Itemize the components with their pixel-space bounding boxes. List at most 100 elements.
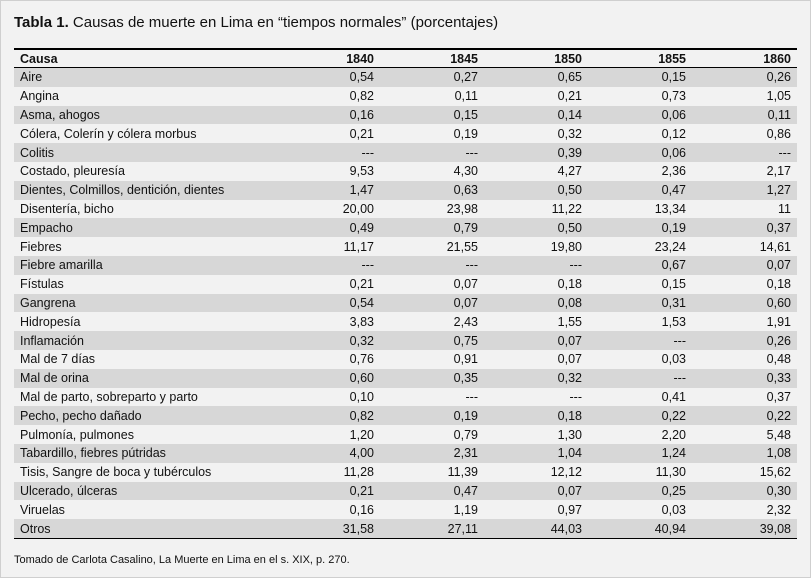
table-row: Mal de orina 0,60 0,35 0,32 --- 0,33 bbox=[14, 368, 797, 388]
percentage-cell: 0,91 bbox=[380, 349, 484, 369]
percentage-cell: 12,12 bbox=[484, 462, 588, 482]
cause-cell: Disentería, bicho bbox=[14, 199, 276, 219]
percentage-cell: 1,30 bbox=[484, 425, 588, 444]
percentage-cell: 0,16 bbox=[276, 105, 380, 125]
table-row: Otros 31,58 27,11 44,03 40,94 39,08 bbox=[14, 519, 797, 539]
cause-cell: Pulmonía, pulmones bbox=[14, 425, 276, 444]
percentage-cell: 0,41 bbox=[588, 387, 692, 407]
percentage-cell: 0,22 bbox=[692, 406, 797, 426]
percentage-cell: 1,91 bbox=[692, 312, 797, 332]
table-title: Tabla 1. Causas de muerte en Lima en “ti… bbox=[14, 14, 498, 32]
percentage-cell: 1,24 bbox=[588, 443, 692, 463]
percentage-cell: 0,26 bbox=[692, 331, 797, 350]
cause-cell: Tabardillo, fiebres pútridas bbox=[14, 443, 276, 463]
percentage-cell: 2,36 bbox=[588, 161, 692, 181]
percentage-cell: 0,35 bbox=[380, 368, 484, 388]
percentage-cell: 0,07 bbox=[380, 293, 484, 313]
percentage-cell: 4,27 bbox=[484, 161, 588, 181]
percentage-cell: 0,75 bbox=[380, 331, 484, 350]
percentage-cell: 0,65 bbox=[484, 67, 588, 87]
cause-cell: Mal de orina bbox=[14, 368, 276, 388]
percentage-cell: 0,22 bbox=[588, 406, 692, 426]
table-row: Fístulas 0,21 0,07 0,18 0,15 0,18 bbox=[14, 274, 797, 294]
table-header-row: Causa 1840 1845 1850 1855 1860 bbox=[14, 49, 797, 68]
table-row: Pecho, pecho dañado 0,82 0,19 0,18 0,22 0,22 bbox=[14, 406, 797, 426]
percentage-cell: 0,07 bbox=[484, 331, 588, 350]
percentage-cell: 0,12 bbox=[588, 124, 692, 144]
percentage-cell: 0,15 bbox=[588, 67, 692, 87]
percentage-cell: 0,10 bbox=[276, 387, 380, 407]
cause-cell: Pecho, pecho dañado bbox=[14, 406, 276, 426]
column-header-year: 1840 bbox=[346, 51, 374, 66]
table-row: Viruelas 0,16 1,19 0,97 0,03 2,32 bbox=[14, 500, 797, 520]
table-row: Cólera, Colerín y cólera morbus 0,21 0,19 0… bbox=[14, 124, 797, 144]
percentage-cell: --- bbox=[276, 143, 380, 162]
percentage-cell: 1,27 bbox=[692, 180, 797, 200]
cause-cell: Tisis, Sangre de boca y tubérculos bbox=[14, 462, 276, 482]
table-row: Costado, pleuresía 9,53 4,30 4,27 2,36 2,17 bbox=[14, 161, 797, 181]
percentage-cell: 0,06 bbox=[588, 143, 692, 162]
percentage-cell: 1,05 bbox=[692, 86, 797, 106]
percentage-cell: 14,61 bbox=[692, 237, 797, 256]
percentage-cell: 1,53 bbox=[588, 312, 692, 332]
cause-cell: Otros bbox=[14, 519, 276, 539]
percentage-cell: 2,43 bbox=[380, 312, 484, 332]
table-row: Colitis --- --- 0,39 0,06 --- bbox=[14, 143, 797, 162]
cause-cell: Fiebre amarilla bbox=[14, 255, 276, 275]
percentage-cell: 5,48 bbox=[692, 425, 797, 444]
percentage-cell: 27,11 bbox=[380, 519, 484, 539]
percentage-cell: 0,07 bbox=[484, 481, 588, 501]
percentage-cell: 0,32 bbox=[484, 124, 588, 144]
percentage-cell: 11,30 bbox=[588, 462, 692, 482]
percentage-cell: 0,06 bbox=[588, 105, 692, 125]
percentage-cell: 0,18 bbox=[484, 274, 588, 294]
percentage-cell: 13,34 bbox=[588, 199, 692, 219]
percentage-cell: 0,79 bbox=[380, 425, 484, 444]
percentage-cell: 0,21 bbox=[276, 274, 380, 294]
percentage-cell: 0,03 bbox=[588, 500, 692, 520]
table-row: Disentería, bicho 20,00 23,98 11,22 13,34 11 bbox=[14, 199, 797, 219]
percentage-cell: 0,30 bbox=[692, 481, 797, 501]
percentage-cell: 0,37 bbox=[692, 218, 797, 238]
percentage-cell: 0,31 bbox=[588, 293, 692, 313]
percentage-cell: 0,21 bbox=[276, 481, 380, 501]
percentage-cell: 2,32 bbox=[692, 500, 797, 520]
percentage-cell: 0,19 bbox=[588, 218, 692, 238]
table-caption: Causas de muerte en Lima en “tiempos nor… bbox=[68, 14, 499, 31]
cause-cell: Gangrena bbox=[14, 293, 276, 313]
percentage-cell: --- bbox=[380, 387, 484, 407]
cause-cell: Aire bbox=[14, 67, 276, 87]
percentage-cell: 0,32 bbox=[484, 368, 588, 388]
percentage-cell: 2,31 bbox=[380, 443, 484, 463]
percentage-cell: 0,07 bbox=[692, 255, 797, 275]
percentage-cell: --- bbox=[588, 368, 692, 388]
percentage-cell: 0,54 bbox=[276, 293, 380, 313]
percentage-cell: 0,47 bbox=[588, 180, 692, 200]
cause-cell: Costado, pleuresía bbox=[14, 161, 276, 181]
cause-cell: Cólera, Colerín y cólera morbus bbox=[14, 124, 276, 144]
percentage-cell: 1,08 bbox=[692, 443, 797, 463]
cause-cell: Viruelas bbox=[14, 500, 276, 520]
percentage-cell: 9,53 bbox=[276, 161, 380, 181]
table-row: Empacho 0,49 0,79 0,50 0,19 0,37 bbox=[14, 218, 797, 238]
percentage-cell: 0,19 bbox=[380, 406, 484, 426]
percentage-cell: 0,60 bbox=[276, 368, 380, 388]
table-row: Fiebres 11,17 21,55 19,80 23,24 14,61 bbox=[14, 237, 797, 256]
percentage-cell: 1,55 bbox=[484, 312, 588, 332]
percentage-cell: 0,18 bbox=[692, 274, 797, 294]
percentage-cell: 31,58 bbox=[276, 519, 380, 539]
column-header-year: 1860 bbox=[763, 51, 791, 66]
cause-cell: Empacho bbox=[14, 218, 276, 238]
column-header-year: 1855 bbox=[658, 51, 686, 66]
percentage-cell: 0,26 bbox=[692, 67, 797, 87]
percentage-cell: 0,07 bbox=[484, 349, 588, 369]
table-row: Mal de parto, sobreparto y parto 0,10 --- -… bbox=[14, 387, 797, 407]
table-row: Aire 0,54 0,27 0,65 0,15 0,26 bbox=[14, 67, 797, 87]
source-note: Tomado de Carlota Casalino, La Muerte en… bbox=[14, 554, 350, 566]
percentage-cell: 11,22 bbox=[484, 199, 588, 219]
percentage-cell: --- bbox=[692, 143, 797, 162]
percentage-cell: 0,50 bbox=[484, 218, 588, 238]
percentage-cell: 19,80 bbox=[484, 237, 588, 256]
percentage-cell: 15,62 bbox=[692, 462, 797, 482]
percentage-cell: 1,20 bbox=[276, 425, 380, 444]
